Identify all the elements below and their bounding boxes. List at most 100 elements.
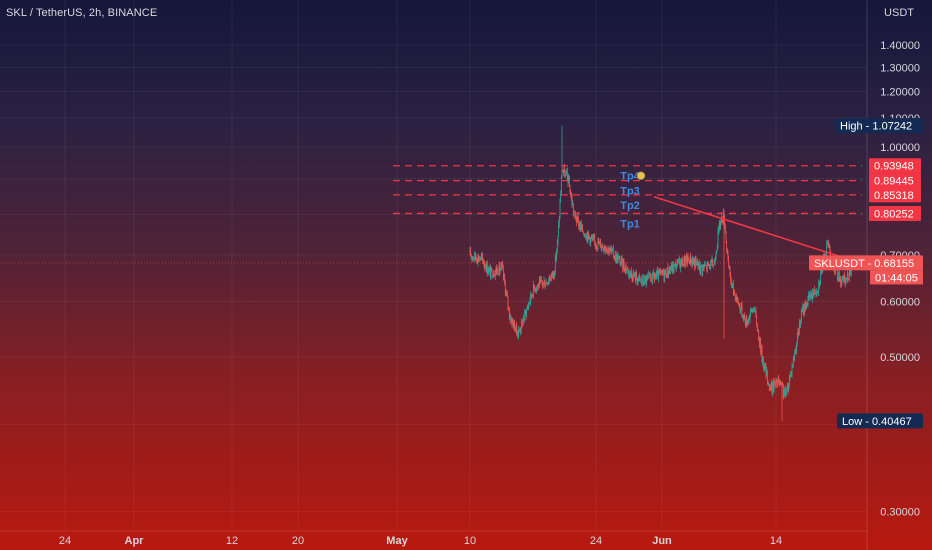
candle-body [733, 291, 735, 294]
candle-body [542, 282, 544, 286]
candle-body [679, 262, 681, 269]
x-tick-label: 10 [464, 535, 476, 547]
candle-body [472, 256, 474, 259]
candle-body [638, 275, 640, 280]
candle-body [637, 279, 639, 283]
candle-body [572, 204, 574, 213]
candle-body [538, 284, 540, 288]
candle-body [850, 271, 852, 276]
candle-body [618, 257, 620, 259]
candle-body [581, 225, 583, 229]
target-price-pill [869, 173, 921, 189]
candle-body [477, 256, 479, 263]
candle-body [640, 279, 642, 281]
candle-body [526, 307, 528, 310]
candle-body [560, 193, 562, 202]
candle-body [634, 272, 636, 277]
candle-body [504, 283, 506, 294]
candle-body [708, 262, 710, 266]
candle-body [663, 270, 665, 279]
candle-body [843, 275, 845, 280]
candle-body [674, 263, 676, 265]
candle-body [494, 271, 496, 276]
candle-body [474, 252, 476, 258]
candle-body [849, 273, 851, 276]
candle-body [782, 385, 784, 388]
candle-body [540, 280, 542, 281]
candle-body [812, 292, 814, 294]
candle-body [788, 385, 790, 391]
candle-body [665, 270, 667, 277]
candle-body [515, 324, 517, 330]
candle-body [503, 276, 505, 278]
candle-body [570, 193, 572, 196]
candle-body [777, 378, 779, 383]
candle-body [688, 260, 690, 265]
candle-body [528, 303, 530, 304]
candle-body [576, 220, 578, 223]
candle-body [510, 318, 512, 324]
candle-body [838, 271, 840, 280]
candle-body [758, 340, 760, 345]
high-label: High - 1.07242 [840, 121, 912, 133]
candle-body [735, 297, 737, 301]
candle-body [759, 339, 761, 345]
candle-body [481, 255, 483, 257]
candle-body [784, 388, 786, 394]
candle-body [799, 323, 801, 325]
candle-body [614, 253, 616, 259]
candle-body [501, 264, 503, 266]
tp4-badge-icon [636, 171, 646, 181]
candle-body [692, 259, 694, 264]
candle-body [506, 294, 508, 298]
candle-body [520, 329, 522, 332]
candle-body [729, 267, 731, 277]
candle-body [644, 277, 646, 285]
candle-body [668, 270, 670, 274]
currency-label: USDT [884, 7, 914, 19]
candle-body [513, 321, 515, 328]
candle-body [796, 343, 798, 351]
candle-body [608, 251, 610, 254]
candle-body [609, 248, 611, 252]
candle-body [805, 302, 807, 310]
candle-body [686, 256, 688, 264]
candle-body [544, 285, 546, 288]
candle-body [764, 364, 766, 370]
candle-body [530, 293, 532, 297]
candle-body [787, 387, 789, 391]
candle-body [496, 268, 498, 273]
candle-body [480, 256, 482, 258]
candle-body [818, 282, 820, 285]
candle-body [534, 286, 536, 291]
candle-body [523, 318, 525, 320]
candle-body [744, 318, 746, 325]
candle-body [586, 234, 588, 241]
candle-body [525, 311, 527, 317]
candle-body [566, 171, 568, 177]
candle-body [502, 267, 504, 277]
candle-body [690, 260, 692, 264]
candle-body [710, 261, 712, 269]
candle-body [804, 306, 806, 311]
candle-body [694, 258, 696, 268]
candle-body [742, 315, 744, 317]
candle-body [763, 366, 765, 370]
candle-body [618, 257, 620, 259]
candle-body [754, 310, 756, 312]
candle-body [774, 382, 776, 385]
candle-body [826, 242, 828, 244]
candle-body [716, 250, 718, 254]
candle-body [798, 323, 800, 335]
candle-body [808, 295, 810, 297]
candle-body [704, 265, 706, 268]
candle-body [606, 249, 608, 253]
candle-body [544, 281, 546, 288]
candle-body [713, 263, 715, 266]
candle-body [837, 277, 839, 281]
candle-body [469, 250, 471, 255]
candle-body [556, 250, 558, 258]
target-price-label: 0.89445 [874, 176, 914, 188]
